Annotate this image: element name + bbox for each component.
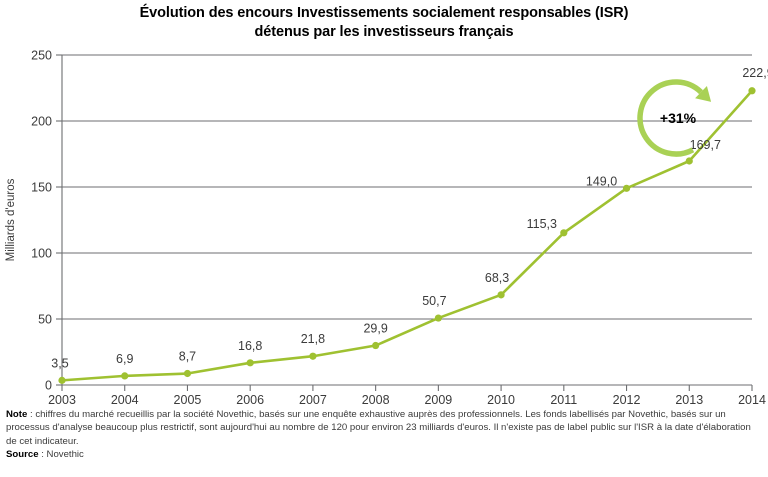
data-point-marker: [58, 376, 66, 384]
x-tick-label: 2006: [236, 393, 264, 407]
chart-title-line-2: détenus par les investisseurs français: [254, 24, 514, 40]
y-axis-ticks: [56, 54, 62, 386]
y-tick-label: 0: [45, 379, 52, 393]
series-markers: [58, 87, 756, 384]
x-tick-label: 2012: [613, 393, 641, 407]
data-point-marker: [183, 369, 192, 378]
growth-percentage-label: +31%: [660, 110, 697, 126]
x-tick-label: 2008: [362, 393, 390, 407]
circular-arrow-icon: [637, 79, 703, 157]
data-point-label: 115,3: [527, 217, 557, 231]
circular-arrow-head-icon: [695, 85, 712, 102]
gridlines: [62, 54, 752, 320]
data-point-label: 29,9: [363, 322, 387, 336]
y-axis-title: Milliards d'euros: [5, 178, 17, 261]
x-axis-tick-labels: 2003 2004 2005 2006 2007 2008 2009 2010 2011 2012…: [48, 393, 766, 407]
data-point-label: 149,0: [586, 174, 617, 188]
data-point-marker: [748, 87, 756, 95]
chart-title: Évolution des encours Investissements so…: [0, 4, 768, 42]
y-tick-label: 50: [38, 313, 52, 327]
footnote-note-text: : chiffres du marché recueillis par la s…: [6, 409, 751, 447]
x-tick-label: 2005: [174, 393, 202, 407]
data-point-label: 68,3: [485, 271, 509, 285]
footnote-source-text: : Novethic: [38, 448, 84, 460]
x-tick-label: 2014: [738, 393, 766, 407]
footnote-source-label: Source: [6, 448, 39, 460]
data-point-marker: [121, 372, 129, 380]
y-tick-label: 250: [31, 49, 52, 63]
data-point-marker: [497, 291, 505, 299]
line-chart-svg: 0 50 100 150 200 250 2003 2004 2005 2006 2007 2008…: [5, 49, 768, 408]
x-tick-label: 2011: [550, 393, 577, 407]
footnote-note-label: Note: [6, 409, 28, 420]
data-point-label: 16,8: [238, 339, 262, 353]
growth-annotation: +31%: [637, 79, 712, 157]
x-tick-label: 2010: [487, 393, 515, 407]
chart-title-line-1: Évolution des encours Investissements so…: [139, 5, 629, 21]
data-point-marker: [309, 352, 317, 360]
data-point-label: 50,7: [422, 294, 446, 308]
footnote-source-paragraph: Source : Novethic: [6, 448, 762, 461]
data-point-marker: [372, 341, 380, 350]
x-tick-label: 2009: [424, 393, 452, 407]
y-tick-label: 100: [31, 247, 52, 261]
y-tick-label: 200: [31, 115, 52, 129]
y-tick-label: 150: [31, 181, 52, 195]
data-point-marker: [622, 184, 631, 192]
x-axis-ticks: [61, 385, 753, 391]
data-point-marker: [560, 229, 568, 237]
y-axis-tick-labels: 0 50 100 150 200 250: [31, 49, 52, 393]
data-point-label: 169,7: [690, 138, 721, 152]
data-point-label: 21,8: [301, 332, 325, 346]
data-point-marker: [434, 314, 442, 322]
footnote: Note : chiffres du marché recueillis par…: [6, 408, 762, 461]
data-point-label: 6,9: [116, 352, 133, 366]
plot-area: 0 50 100 150 200 250 2003 2004 2005 2006 2007 2008…: [5, 49, 768, 408]
series-data-labels: 3,5 6,9 8,7 16,8 21,8 29,9 50,7 68,3 115,3 149,0 1…: [51, 66, 768, 371]
data-point-marker: [246, 359, 254, 367]
data-point-label: 3,5: [51, 356, 68, 370]
x-tick-label: 2003: [48, 393, 76, 407]
x-tick-label: 2013: [675, 393, 703, 407]
x-tick-label: 2007: [299, 393, 327, 407]
data-point-label: 222,9: [742, 66, 768, 80]
footnote-note-paragraph: Note : chiffres du marché recueillis par…: [6, 408, 762, 448]
data-point-label: 8,7: [179, 350, 196, 364]
x-tick-label: 2004: [111, 393, 139, 407]
series-line: [60, 89, 754, 382]
data-point-marker: [685, 157, 693, 165]
